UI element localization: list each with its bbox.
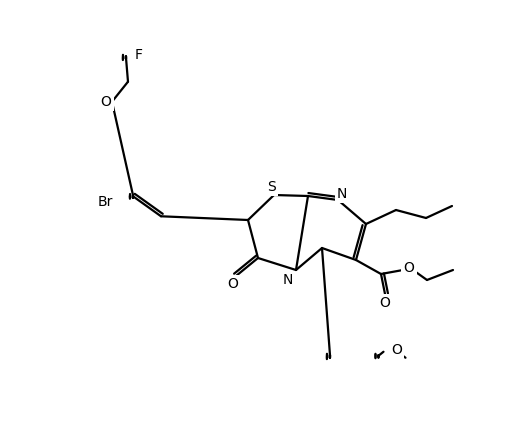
Text: O: O (404, 261, 414, 275)
Text: O: O (380, 296, 391, 310)
Text: S: S (268, 180, 277, 194)
Text: O: O (227, 277, 238, 291)
Text: O: O (100, 95, 111, 108)
Text: O: O (392, 343, 402, 357)
Text: Br: Br (97, 195, 113, 209)
Text: N: N (283, 273, 293, 287)
Text: N: N (337, 187, 347, 201)
Text: F: F (135, 48, 143, 62)
